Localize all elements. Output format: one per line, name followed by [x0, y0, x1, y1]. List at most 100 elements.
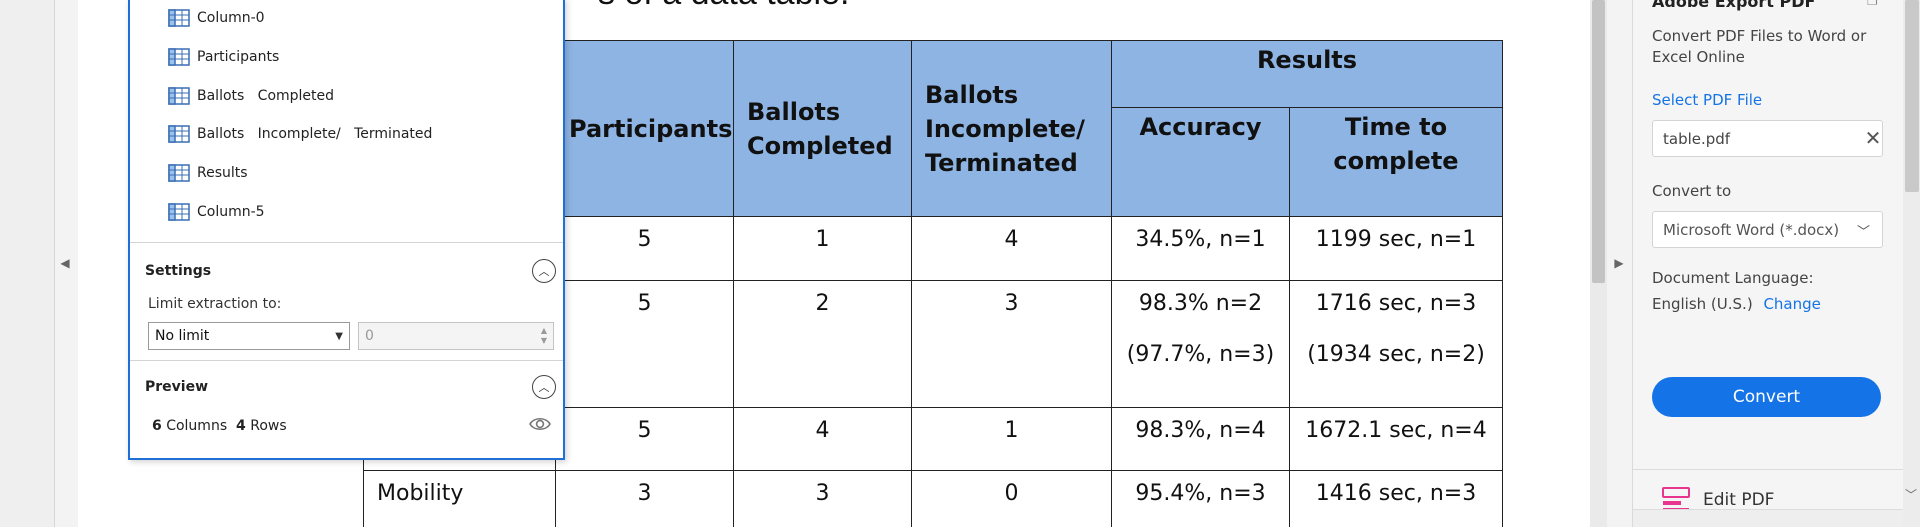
columns-word: Columns — [166, 418, 228, 434]
column-item-0[interactable]: Column-0 — [168, 6, 265, 30]
document-scrollbar-thumb[interactable] — [1592, 0, 1605, 283]
table-cell: 1716 sec, n=3 (1934 sec, n=2) — [1289, 280, 1503, 408]
cell-line: (1934 sec, n=2) — [1307, 342, 1485, 367]
table-column-icon — [168, 9, 190, 27]
chevron-up-icon: ︿ — [538, 381, 550, 394]
column-item-label: Column-0 — [197, 10, 265, 26]
sidebar-content: Adobe Export PDF ❐ Convert PDF Files to … — [1633, 0, 1903, 527]
table-column-icon — [168, 125, 190, 143]
preview-title: Preview — [145, 379, 209, 395]
divider — [130, 242, 563, 243]
column-item-label: Participants — [197, 49, 280, 65]
table-cell: 3 — [733, 470, 912, 527]
format-select[interactable]: Microsoft Word (*.docx) ﹀ — [1652, 211, 1883, 248]
table-subheader-row: Accuracy Time to complete — [364, 107, 1503, 217]
table-cell: Mobility — [363, 470, 556, 527]
popout-icon[interactable]: ❐ — [1867, 0, 1878, 8]
chevron-up-icon: ︿ — [538, 265, 550, 278]
collapse-left-panel-arrow[interactable]: ◀ — [60, 256, 70, 270]
cell-line: 1716 sec, n=3 — [1315, 291, 1477, 316]
document-language-label: Document Language: — [1652, 269, 1814, 287]
table-cell: 3 — [555, 470, 734, 527]
preview-summary: 6 Columns 4 Rows — [152, 418, 287, 434]
change-language-link[interactable]: Change — [1763, 295, 1821, 313]
convert-button[interactable]: Convert — [1652, 377, 1881, 417]
settings-title: Settings — [145, 263, 212, 279]
sidebar-description: Convert PDF Files to Word or Excel Onlin… — [1652, 27, 1867, 66]
header-cell-time-to-complete: Time to complete — [1289, 107, 1503, 217]
table-cell: 5 — [555, 216, 734, 281]
rows-word: Rows — [250, 418, 287, 434]
table-extraction-panel: Column-0 Participants Ballots Completed … — [128, 0, 565, 460]
limit-extraction-label: Limit extraction to: — [148, 296, 282, 312]
header-cell-ballots-completed: Ballots Completed — [733, 40, 912, 217]
header-cell-accuracy: Accuracy — [1111, 107, 1290, 217]
column-item-ballots-incomplete[interactable]: Ballots Incomplete/ Terminated — [168, 122, 432, 146]
document-language: English (U.S.) Change — [1652, 295, 1821, 313]
table-cell: 5 — [555, 280, 734, 408]
table-cell: 5 — [555, 407, 734, 471]
selected-file-field[interactable]: table.pdf ✕ — [1652, 120, 1883, 157]
table-cell: 2 — [733, 280, 912, 408]
table-cell: 98.3%, n=4 — [1111, 407, 1290, 471]
column-item-participants[interactable]: Participants — [168, 45, 279, 69]
dropdown-caret-icon: ▼ — [335, 331, 343, 342]
chevron-down-icon: ﹀ — [1857, 225, 1871, 240]
convert-to-label: Convert to — [1652, 182, 1732, 200]
divider — [1633, 469, 1903, 470]
table-column-icon — [168, 48, 190, 66]
table-cell: 34.5%, n=1 — [1111, 216, 1290, 281]
column-item-5[interactable]: Column-5 — [168, 200, 265, 224]
table-column-icon — [168, 203, 190, 221]
table-cell: 95.4%, n=3 — [1111, 470, 1290, 527]
limit-extraction-value: No limit — [155, 328, 210, 344]
edit-pdf-label: Edit PDF — [1703, 490, 1775, 510]
column-item-label: Column-5 — [197, 204, 265, 220]
cell-line: (97.7%, n=3) — [1126, 342, 1275, 367]
limit-count-stepper[interactable]: 0 ▲ ▼ — [358, 322, 554, 350]
column-item-ballots-completed[interactable]: Ballots Completed — [168, 84, 334, 108]
columns-count: 6 — [152, 418, 162, 434]
preview-collapse-button[interactable]: ︿ — [532, 375, 556, 399]
divider — [130, 360, 563, 361]
collapse-right-panel-arrow[interactable]: ▶ — [1614, 256, 1624, 270]
column-item-label: Ballots Completed — [197, 88, 335, 104]
table-row: Mobility 3 3 0 95.4%, n=3 1416 sec, n=3 — [363, 470, 1503, 527]
column-item-label: Ballots Incomplete/ Terminated — [197, 126, 433, 142]
file-name: table.pdf — [1663, 129, 1731, 148]
sidebar-horizontal-scrollbar[interactable] — [1633, 509, 1903, 527]
format-value: Microsoft Word (*.docx) — [1663, 220, 1840, 239]
table-column-icon — [168, 87, 190, 105]
column-item-label: Results — [197, 165, 248, 181]
rows-count: 4 — [236, 418, 246, 434]
table-cell: 1672.1 sec, n=4 — [1289, 407, 1503, 471]
scroll-down-icon[interactable]: ﹀ — [1905, 488, 1918, 502]
table-cell: 0 — [911, 470, 1112, 527]
document-language-value: English (U.S.) — [1652, 295, 1753, 313]
settings-collapse-button[interactable]: ︿ — [532, 259, 556, 283]
sidebar-title: Adobe Export PDF — [1652, 0, 1816, 11]
left-gutter — [0, 0, 55, 527]
table-cell: 3 — [911, 280, 1112, 408]
table-column-icon — [168, 164, 190, 182]
cell-line: 98.3% n=2 — [1138, 291, 1263, 316]
limit-extraction-select[interactable]: No limit ▼ — [148, 322, 350, 350]
close-icon[interactable]: ✕ — [1864, 126, 1882, 150]
stepper-arrows-icon[interactable]: ▲ ▼ — [540, 326, 547, 345]
table-cell: 1 — [733, 216, 912, 281]
table-cell: 1199 sec, n=1 — [1289, 216, 1503, 281]
export-pdf-sidebar: Adobe Export PDF ❐ Convert PDF Files to … — [1632, 0, 1920, 527]
sidebar-scrollbar-thumb[interactable] — [1905, 0, 1919, 192]
header-cell-ballots-incomplete: Ballots Incomplete/ Terminated — [911, 40, 1112, 217]
table-cell: 1 — [911, 407, 1112, 471]
eye-icon[interactable] — [528, 414, 552, 434]
column-item-results[interactable]: Results — [168, 161, 248, 185]
table-cell: 1416 sec, n=3 — [1289, 470, 1503, 527]
page-heading: s of a data table. — [598, 0, 849, 13]
limit-count-value: 0 — [365, 328, 374, 344]
table-cell: 4 — [733, 407, 912, 471]
header-cell-participants: Participants — [555, 40, 734, 217]
table-cell: 98.3% n=2 (97.7%, n=3) — [1111, 280, 1290, 408]
table-cell: 4 — [911, 216, 1112, 281]
select-pdf-file-link[interactable]: Select PDF File — [1652, 91, 1763, 109]
